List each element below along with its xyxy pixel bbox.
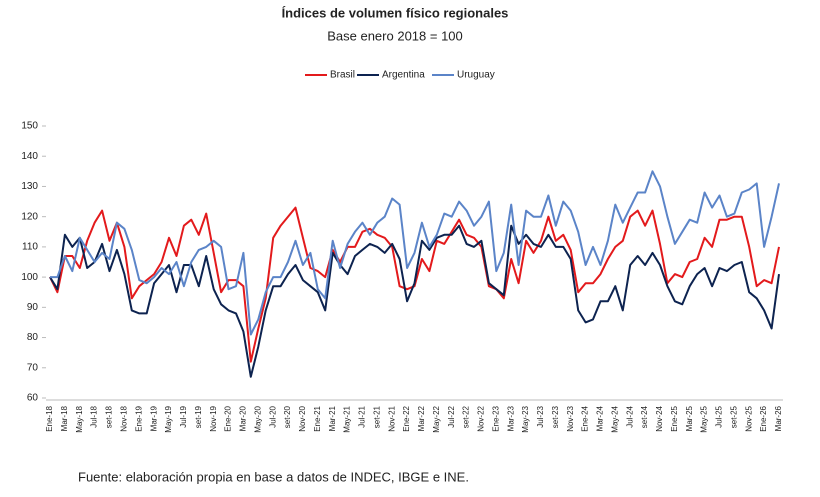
chart-title: Índices de volumen físico regionales [282,5,509,20]
y-tick-label: 110 [22,242,38,253]
x-tick-label: Mar-25 [685,405,694,431]
x-tick-label: Nov-21 [387,405,396,431]
series-line [50,170,780,336]
x-tick-label: Mar-23 [506,405,515,431]
x-tick-label: Ene-25 [670,405,679,431]
series-line [49,224,780,378]
x-tick-label: Jul-19 [179,405,188,427]
y-tick-label: 70 [27,362,39,373]
y-tick-label: 60 [27,393,39,404]
x-tick-label: Jul-22 [447,405,456,427]
x-tick-label: Mar-22 [417,405,426,431]
x-tick-label: Ene-23 [491,405,500,431]
x-tick-label: set-18 [105,405,114,428]
x-tick-label: Nov-24 [655,405,664,431]
y-tick-label: 130 [21,181,38,192]
x-tick-label: Nov-25 [744,405,753,431]
x-tick-label: set-21 [372,405,381,428]
y-tick-label: 120 [21,211,38,222]
x-tick-label: Jul-21 [358,405,367,427]
x-tick-label: set-25 [729,405,738,428]
legend-label: Brasil [330,70,355,81]
x-tick-label: May-20 [253,405,262,432]
x-tick-label: Ene-24 [581,405,590,431]
x-tick-label: Nov-19 [209,405,218,431]
x-tick-label: Jul-20 [268,405,277,427]
x-tick-label: Ene-21 [313,405,322,431]
x-tick-label: Mar-20 [239,405,248,431]
x-tick-label: Nov-20 [298,405,307,431]
x-tick-label: Jul-24 [625,405,634,427]
x-tick-label: May-22 [432,405,441,432]
x-tick-label: May-18 [75,405,84,432]
chart-subtitle: Base enero 2018 = 100 [327,28,463,43]
x-tick-label: set-20 [283,405,292,428]
x-tick-label: Jul-25 [715,405,724,427]
x-tick-label: May-23 [521,405,530,432]
series-line [49,206,780,363]
x-tick-label: May-21 [343,405,352,432]
y-tick-label: 80 [27,332,39,343]
x-tick-label: Mar-26 [774,405,783,431]
y-tick-label: 90 [27,302,39,313]
x-tick-label: set-23 [551,405,560,428]
legend-label: Uruguay [457,70,495,81]
x-tick-label: May-25 [700,405,709,432]
x-tick-label: Mar-24 [596,405,605,431]
x-tick-label: May-24 [610,405,619,432]
x-tick-label: Mar-19 [149,405,158,431]
x-tick-label: Ene-26 [759,405,768,431]
y-tick-label: 100 [21,272,38,283]
source-note: Fuente: elaboración propia en base a dat… [78,469,469,484]
x-tick-label: Mar-18 [60,405,69,431]
legend-label: Argentina [382,70,425,81]
x-tick-label: May-19 [164,405,173,432]
x-tick-label: set-19 [194,405,203,428]
y-tick-label: 140 [21,151,38,162]
x-tick-label: Nov-23 [566,405,575,431]
x-tick-label: set-24 [640,405,649,428]
x-tick-label: Jul-23 [536,405,545,427]
x-tick-label: Ene-20 [224,405,233,431]
x-tick-label: set-22 [462,405,471,428]
x-tick-label: Jul-18 [90,405,99,427]
x-tick-label: Nov-18 [119,405,128,431]
x-tick-label: Ene-18 [45,405,54,431]
x-tick-label: Mar-21 [328,405,337,431]
x-tick-label: Ene-19 [134,405,143,431]
x-tick-label: Ene-22 [402,405,411,431]
x-tick-label: Nov-22 [477,405,486,431]
y-tick-label: 150 [21,121,38,132]
